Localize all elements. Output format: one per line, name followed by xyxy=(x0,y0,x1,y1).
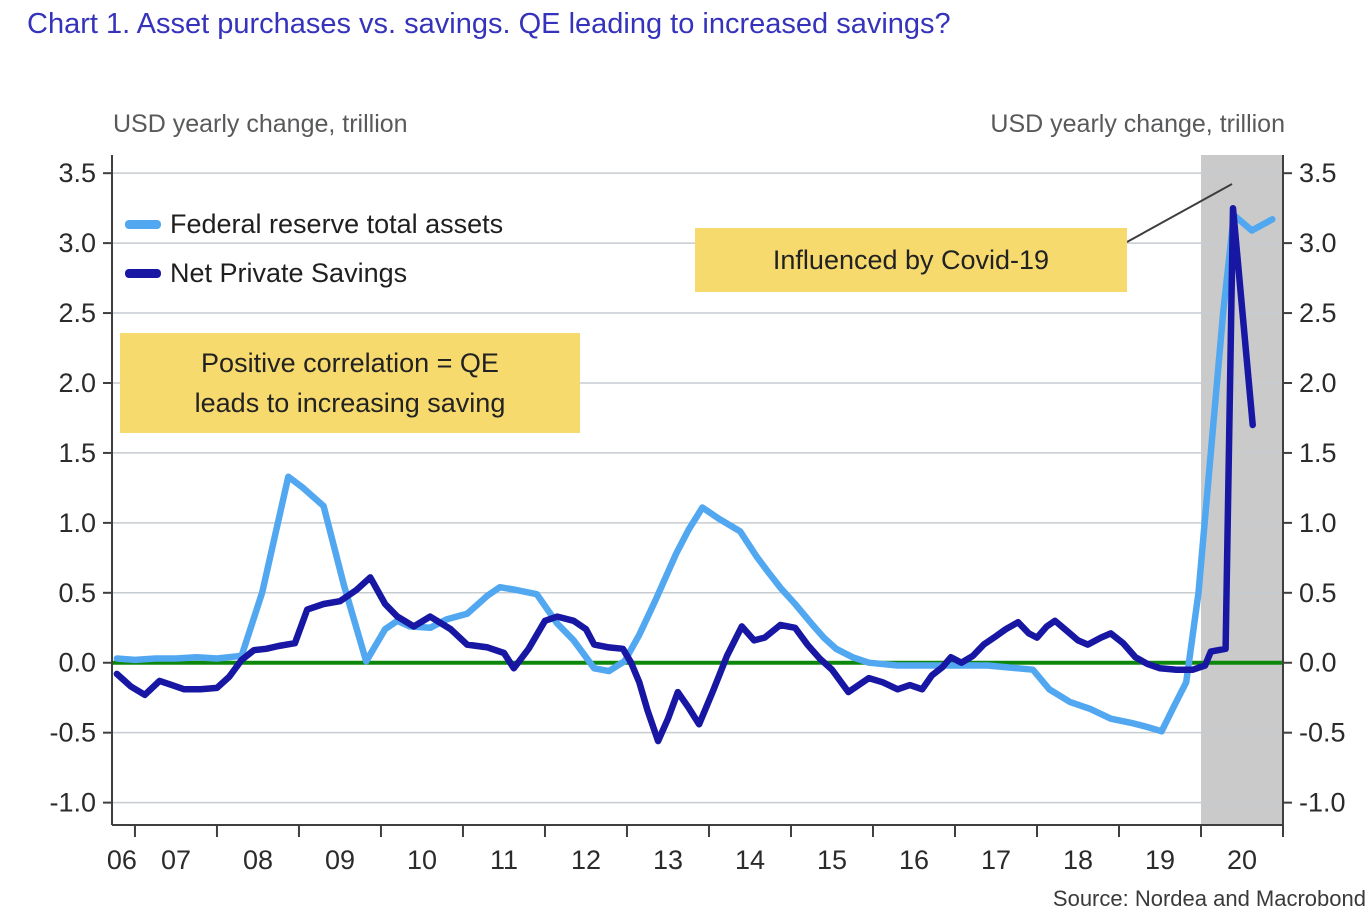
y-tick-label-left: 2.5 xyxy=(58,298,96,328)
legend-label-net-private-savings: Net Private Savings xyxy=(170,258,408,288)
fed-assets-line-swatch xyxy=(125,220,161,229)
y-tick-label-left: 0.0 xyxy=(58,648,96,678)
x-tick-label: 15 xyxy=(817,845,847,875)
y-tick-label-right: 2.5 xyxy=(1299,298,1337,328)
y-tick-label-left: -0.5 xyxy=(49,718,96,748)
x-tick-label: 11 xyxy=(490,845,518,875)
y-tick-label-right: 3.5 xyxy=(1299,158,1337,188)
net-private-savings-line-swatch xyxy=(125,269,161,278)
legend-item-fed-assets: Federal reserve total assets xyxy=(125,200,503,249)
y-tick-label-right: 0.0 xyxy=(1299,648,1337,678)
x-tick-label: 17 xyxy=(981,845,1011,875)
y-tick-label-right: 3.0 xyxy=(1299,228,1337,258)
covid-pointer-line xyxy=(1126,183,1233,243)
x-tick-label: 20 xyxy=(1227,845,1257,875)
x-tick-label: 19 xyxy=(1145,845,1175,875)
annotation-positive-correlation-line2: leads to increasing saving xyxy=(194,388,506,418)
y-tick-label-right: 1.0 xyxy=(1299,508,1337,538)
x-tick-label: 12 xyxy=(571,845,601,875)
y-axis-heading-left: USD yearly change, trillion xyxy=(113,110,408,138)
y-tick-label-left: 0.5 xyxy=(58,578,96,608)
covid-shaded-band xyxy=(1200,155,1283,825)
y-tick-label-right: -0.5 xyxy=(1299,718,1346,748)
series-line-net-private-savings xyxy=(113,204,1256,745)
y-tick-label-right: 1.5 xyxy=(1299,438,1337,468)
series-line-fed-assets xyxy=(113,211,1276,735)
y-tick-label-left: 3.5 xyxy=(58,158,96,188)
legend-label-fed-assets: Federal reserve total assets xyxy=(170,209,504,239)
x-tick-label: 08 xyxy=(243,845,273,875)
y-tick-label-left: 1.5 xyxy=(58,438,96,468)
y-tick-label-left: -1.0 xyxy=(49,788,96,818)
x-tick-label: 07 xyxy=(161,845,191,875)
source-attribution: Source: Nordea and Macrobond xyxy=(1052,886,1366,911)
y-tick-label-left: 2.0 xyxy=(58,368,96,398)
y-tick-label-left: 3.0 xyxy=(58,228,96,258)
annotation-positive-correlation-line1: Positive correlation = QE xyxy=(201,348,499,378)
annotation-covid: Influenced by Covid-19 xyxy=(695,228,1127,292)
x-tick-label: 14 xyxy=(735,845,765,875)
y-tick-label-right: 2.0 xyxy=(1299,368,1337,398)
x-tick-label: 18 xyxy=(1063,845,1093,875)
y-tick-label-right: 0.5 xyxy=(1299,578,1337,608)
annotation-covid-text: Influenced by Covid-19 xyxy=(772,244,1050,275)
chart-title: Chart 1. Asset purchases vs. savings. QE… xyxy=(27,8,951,40)
legend: Federal reserve total assets Net Private… xyxy=(125,200,503,298)
y-axis-heading-right: USD yearly change, trillion xyxy=(990,110,1285,138)
x-tick-label: 09 xyxy=(325,845,355,875)
legend-item-net-private-savings: Net Private Savings xyxy=(125,249,503,298)
y-tick-label-right: -1.0 xyxy=(1299,788,1346,818)
x-tick-label: 10 xyxy=(407,845,437,875)
x-tick-label: 06 xyxy=(107,845,137,875)
annotation-positive-correlation: Positive correlation = QE leads to incre… xyxy=(120,333,580,433)
y-tick-label-left: 1.0 xyxy=(58,508,96,538)
x-tick-label: 16 xyxy=(899,845,929,875)
x-tick-label: 13 xyxy=(653,845,683,875)
